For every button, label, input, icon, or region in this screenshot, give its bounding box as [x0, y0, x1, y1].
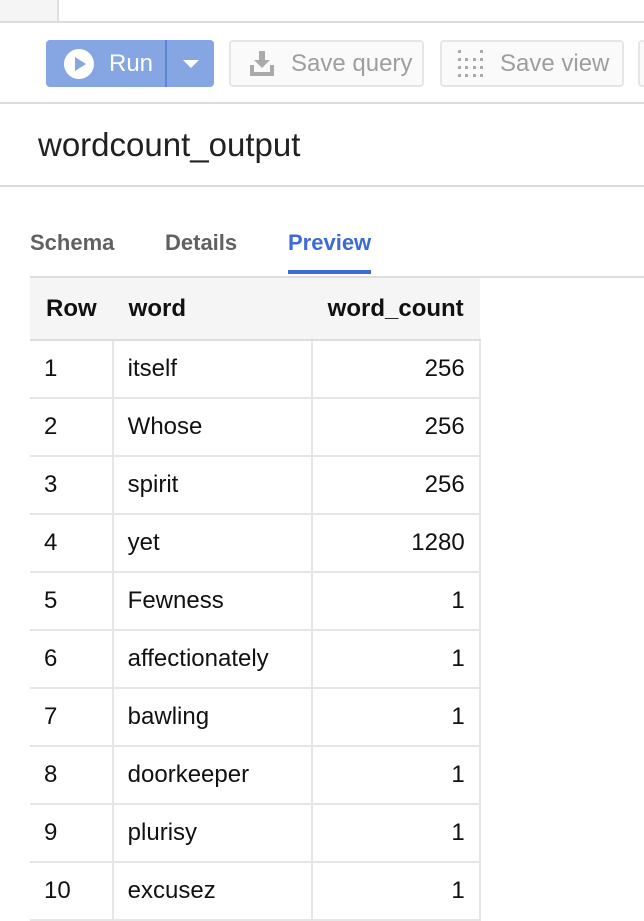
run-options-dropdown[interactable]: [167, 59, 214, 68]
save-view-button[interactable]: Save view: [440, 40, 624, 87]
word-count-cell: 256: [310, 397, 481, 457]
save-query-label: Save query: [291, 49, 413, 77]
word-cell: affectionately: [111, 629, 313, 689]
row-number-cell: 4: [30, 513, 114, 573]
editor-tab[interactable]: [0, 0, 59, 21]
word-count-cell: 1: [310, 687, 481, 747]
word-count-cell: 1: [310, 861, 481, 921]
tab-details[interactable]: Details: [165, 230, 238, 255]
word-cell: yet: [111, 513, 313, 573]
toolbar: Run Save query Save view: [0, 23, 644, 104]
word-count-cell: 256: [310, 455, 481, 515]
save-view-label: Save view: [500, 49, 610, 77]
grid-dots-icon: [458, 49, 483, 77]
word-count-cell: 1280: [310, 513, 481, 573]
table-row: 5 Fewness 1: [30, 571, 481, 631]
table-row: 4 yet 1280: [30, 513, 481, 573]
tab-bar: Schema Details Preview: [30, 228, 644, 278]
top-strip: [0, 0, 644, 23]
play-icon: [64, 48, 94, 79]
table-row: 10 excusez 1: [30, 861, 481, 921]
table-row: 1 itself 256: [30, 339, 481, 399]
row-number-cell: 3: [30, 455, 114, 515]
row-number-cell: 9: [30, 803, 114, 863]
word-cell: bawling: [111, 687, 313, 747]
table-row: 8 doorkeeper 1: [30, 745, 481, 805]
tab-preview[interactable]: Preview: [288, 230, 372, 274]
run-label: Run: [109, 49, 154, 77]
word-count-cell: 1: [310, 629, 481, 689]
word-cell: itself: [111, 339, 313, 399]
run-button[interactable]: Run: [46, 40, 167, 87]
word-cell: Fewness: [111, 571, 313, 631]
row-number-cell: 7: [30, 687, 114, 747]
preview-table: Row word word_count 1 itself 256 2 Whose 256 3…: [30, 278, 481, 921]
page-title: wordcount_output: [38, 126, 301, 163]
word-cell: excusez: [111, 861, 313, 921]
row-number-cell: 2: [30, 397, 114, 457]
save-query-button[interactable]: Save query: [229, 40, 424, 87]
word-cell: plurisy: [111, 803, 313, 863]
table-header: Row word word_count: [30, 278, 480, 341]
divider: [0, 185, 644, 187]
table-row: 6 affectionately 1: [30, 629, 481, 689]
table-row: 2 Whose 256: [30, 397, 481, 457]
word-cell: doorkeeper: [111, 745, 313, 805]
word-count-cell: 1: [310, 571, 481, 631]
row-number-cell: 10: [30, 861, 114, 921]
table-row: 7 bawling 1: [30, 687, 481, 747]
download-icon: [250, 50, 274, 76]
table-row: 9 plurisy 1: [30, 803, 481, 863]
row-number-cell: 5: [30, 571, 114, 631]
row-number-cell: 6: [30, 629, 114, 689]
word-count-cell: 1: [310, 803, 481, 863]
table-row: 3 spirit 256: [30, 455, 481, 515]
chevron-down-icon: [182, 59, 199, 68]
word-cell: Whose: [111, 397, 313, 457]
header-word: word: [112, 278, 312, 341]
word-cell: spirit: [111, 455, 313, 515]
run-button-group: Run: [46, 40, 214, 87]
word-count-cell: 256: [310, 339, 481, 399]
header-word-count: word_count: [311, 278, 480, 341]
header-row: Row: [30, 278, 113, 341]
more-button[interactable]: [638, 40, 644, 87]
tab-schema[interactable]: Schema: [30, 230, 115, 255]
row-number-cell: 1: [30, 339, 114, 399]
row-number-cell: 8: [30, 745, 114, 805]
word-count-cell: 1: [310, 745, 481, 805]
